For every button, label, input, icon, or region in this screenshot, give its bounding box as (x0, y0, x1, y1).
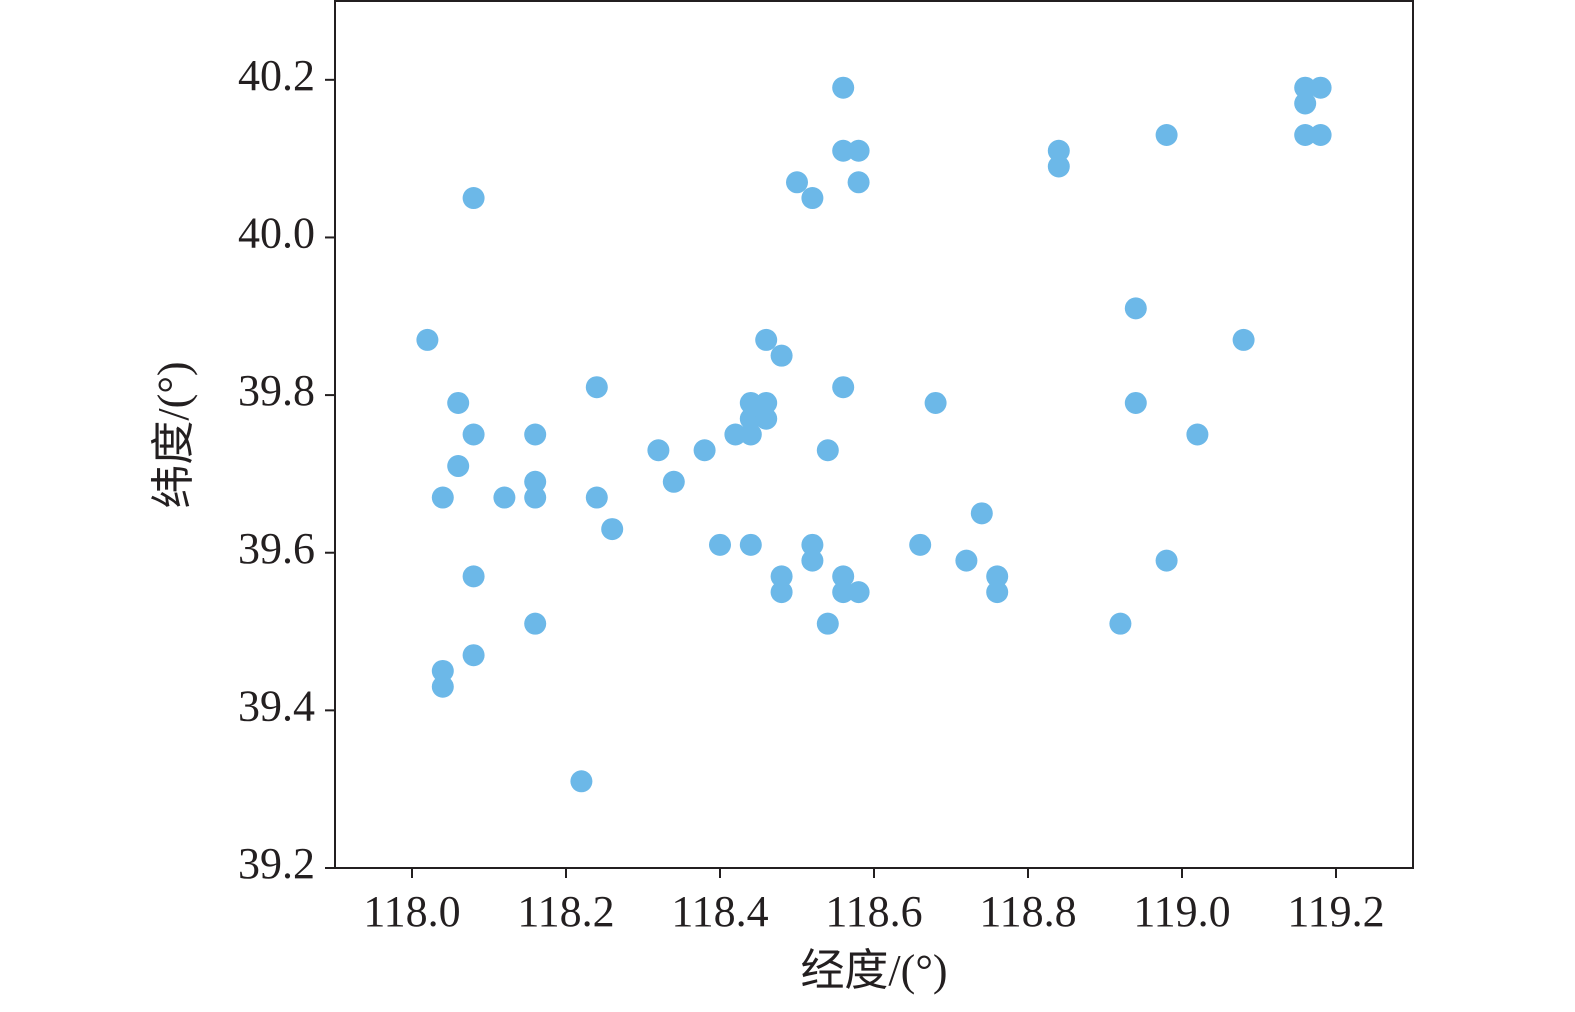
y-axis-label: 纬度/(°) (149, 361, 198, 508)
point (1294, 92, 1317, 115)
point (1124, 297, 1147, 320)
point (832, 76, 855, 99)
point (462, 644, 485, 667)
point (816, 612, 839, 635)
y-tick-label: 40.2 (238, 51, 315, 100)
point (524, 486, 547, 509)
point (970, 502, 993, 525)
y-tick-label: 39.2 (238, 839, 315, 888)
y-tick-label: 40.0 (238, 209, 315, 258)
point (955, 549, 978, 572)
point (693, 439, 716, 462)
point (447, 455, 470, 478)
y-tick-label: 39.8 (238, 366, 315, 415)
point (709, 533, 731, 556)
x-tick-label: 118.0 (363, 887, 460, 936)
point (1155, 549, 1178, 572)
point (755, 328, 778, 351)
point (801, 187, 824, 210)
point (1155, 123, 1178, 146)
point (462, 423, 485, 446)
x-axis-label: 经度/(°) (800, 946, 947, 995)
point (1109, 612, 1132, 635)
point (524, 612, 547, 635)
point (739, 423, 762, 446)
point (447, 391, 470, 414)
point (786, 171, 808, 194)
point (832, 139, 855, 162)
x-tick-label: 118.8 (979, 887, 1076, 936)
point (493, 486, 516, 509)
point (801, 533, 824, 556)
point (1232, 328, 1255, 351)
point (770, 565, 793, 588)
point (462, 187, 485, 210)
x-tick-label: 119.2 (1287, 887, 1384, 936)
point (847, 171, 870, 194)
x-tick-label: 119.0 (1133, 887, 1230, 936)
point (1047, 139, 1070, 162)
point (585, 376, 608, 399)
point (816, 439, 839, 462)
point (570, 770, 593, 793)
point (770, 581, 793, 604)
x-tick-label: 118.2 (517, 887, 614, 936)
point (1309, 123, 1332, 146)
x-tick-label: 118.6 (825, 887, 922, 936)
point (924, 391, 947, 414)
point (739, 407, 762, 430)
point (832, 581, 855, 604)
point (1294, 76, 1317, 99)
point (832, 376, 855, 399)
plot-frame (334, 0, 1414, 869)
point (755, 407, 778, 430)
point (801, 549, 824, 572)
point (601, 518, 624, 541)
point (986, 565, 1009, 588)
point (770, 344, 793, 367)
point (1124, 391, 1147, 414)
point (739, 391, 762, 414)
point (647, 439, 670, 462)
point (986, 581, 1009, 604)
point (1309, 76, 1332, 99)
point (585, 486, 608, 509)
point (662, 470, 685, 493)
point (431, 486, 454, 509)
point (755, 391, 778, 414)
point (462, 565, 485, 588)
point (431, 675, 454, 698)
y-tick-label: 39.4 (238, 681, 315, 730)
point (847, 139, 870, 162)
point (524, 470, 547, 493)
point (1047, 155, 1070, 178)
point (832, 565, 855, 588)
point (909, 533, 932, 556)
point (524, 423, 547, 446)
x-tick-label: 118.4 (671, 887, 768, 936)
point (416, 328, 439, 351)
point (1294, 123, 1317, 146)
point (739, 533, 762, 556)
y-tick-label: 39.6 (238, 524, 315, 573)
point (847, 581, 870, 604)
point (724, 423, 747, 446)
point (1186, 423, 1209, 446)
point (431, 659, 454, 682)
